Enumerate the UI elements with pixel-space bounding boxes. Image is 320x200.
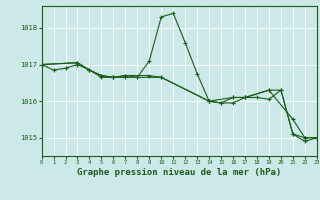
X-axis label: Graphe pression niveau de la mer (hPa): Graphe pression niveau de la mer (hPa) — [77, 168, 281, 177]
